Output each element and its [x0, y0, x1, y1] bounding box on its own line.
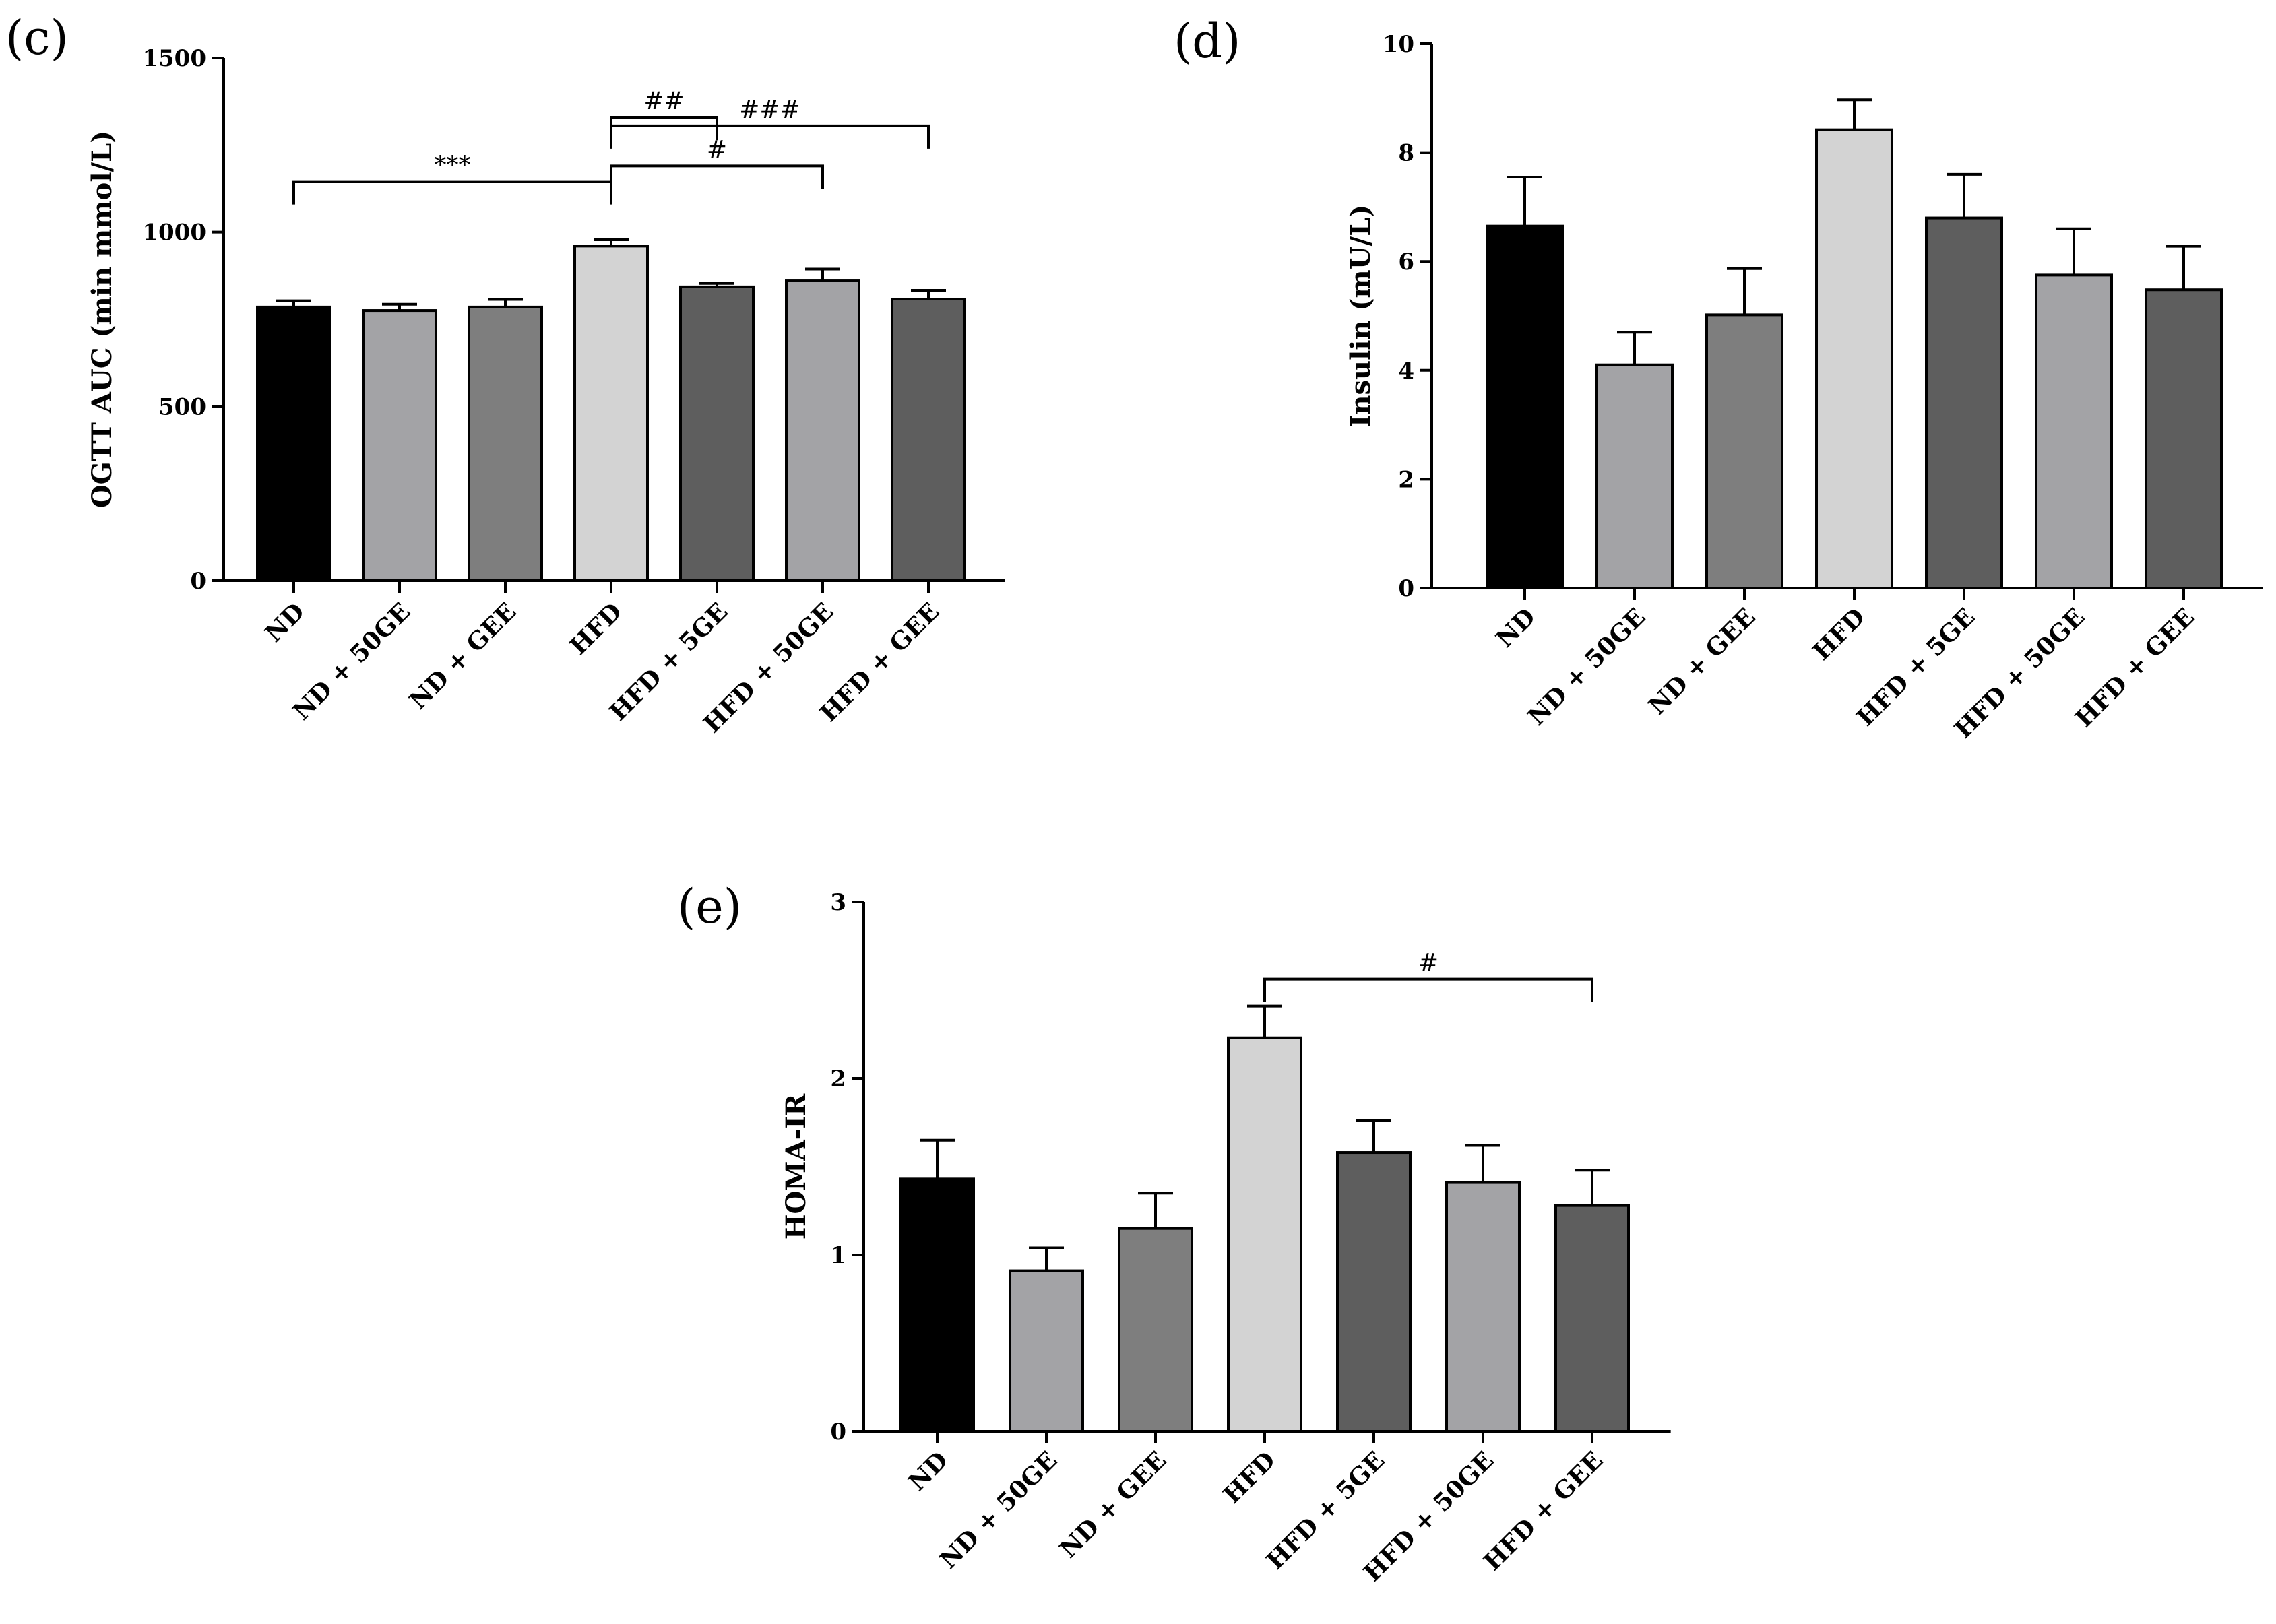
bar — [1925, 216, 2003, 589]
y-axis-title: Insulin (mU/L) — [1345, 205, 1377, 428]
significance-bracket — [1263, 977, 1593, 1002]
panel-label: (c) — [5, 10, 69, 65]
x-tick-label: HFD — [564, 597, 627, 661]
significance-label: # — [707, 136, 727, 164]
bar — [899, 1177, 975, 1433]
y-tick-label: 1500 — [142, 45, 206, 72]
y-tick-label: 4 — [1398, 358, 1414, 385]
significance-label: *** — [435, 152, 471, 180]
x-tick-label: ND + GEE — [1643, 603, 1761, 721]
bar — [1815, 128, 1893, 589]
x-tick-label: HFD — [1218, 1446, 1281, 1509]
y-tick-label: 2 — [830, 1066, 846, 1093]
significance-label: ### — [739, 96, 800, 124]
panel-label: (e) — [677, 879, 742, 934]
y-tick-label: 6 — [1398, 249, 1414, 275]
y-tick-label: 0 — [190, 568, 206, 595]
bar — [1445, 1181, 1521, 1433]
bar — [362, 309, 437, 582]
bar — [1009, 1269, 1084, 1433]
x-tick-label: HFD — [1807, 603, 1870, 666]
significance-bracket — [610, 115, 718, 140]
panel-label: (d) — [1174, 13, 1240, 69]
bar — [468, 305, 543, 582]
bar — [1486, 224, 1564, 589]
y-tick-label: 8 — [1398, 140, 1414, 167]
bar — [679, 285, 755, 582]
y-tick-label: 3 — [830, 889, 846, 916]
y-tick-label: 1000 — [142, 220, 206, 247]
panel-c: (c) OGTT AUC (min mmol/L) 0 500 1000 1500 ND ND… — [5, 10, 1005, 738]
y-tick-label: 10 — [1383, 31, 1414, 58]
bar — [1705, 313, 1783, 589]
bar — [1336, 1151, 1412, 1433]
x-tick-label: ND + 50GE — [1523, 603, 1651, 732]
x-tick-label: ND — [903, 1446, 953, 1497]
x-tick-label: ND + 50GE — [935, 1446, 1063, 1575]
x-tick-label: ND — [259, 597, 310, 648]
y-tick-label: 0 — [1398, 575, 1414, 602]
bar — [1118, 1227, 1193, 1433]
significance-bracket — [610, 164, 824, 189]
bar — [2035, 273, 2113, 589]
bar — [891, 297, 966, 582]
significance-label: # — [1418, 950, 1439, 977]
bar — [1554, 1204, 1630, 1433]
y-axis-title: OGTT AUC (min mmol/L) — [86, 131, 118, 508]
x-tick-label: ND + GEE — [1054, 1446, 1172, 1564]
y-tick-label: 1 — [830, 1242, 846, 1269]
significance-bracket — [610, 124, 930, 149]
bar — [1595, 363, 1674, 589]
bar — [2145, 288, 2223, 589]
y-tick-label: 0 — [830, 1419, 846, 1446]
significance-label: ## — [643, 88, 684, 115]
y-axis-title: HOMA-IR — [780, 1093, 812, 1239]
bar — [785, 279, 860, 582]
y-tick-label: 500 — [158, 393, 206, 420]
bar — [1227, 1036, 1302, 1433]
bar — [256, 305, 331, 582]
significance-bracket — [292, 180, 612, 205]
x-tick-label: ND — [1490, 603, 1541, 653]
y-tick-label: 2 — [1398, 466, 1414, 493]
x-tick-label: ND + GEE — [404, 597, 522, 715]
bar — [573, 245, 649, 582]
